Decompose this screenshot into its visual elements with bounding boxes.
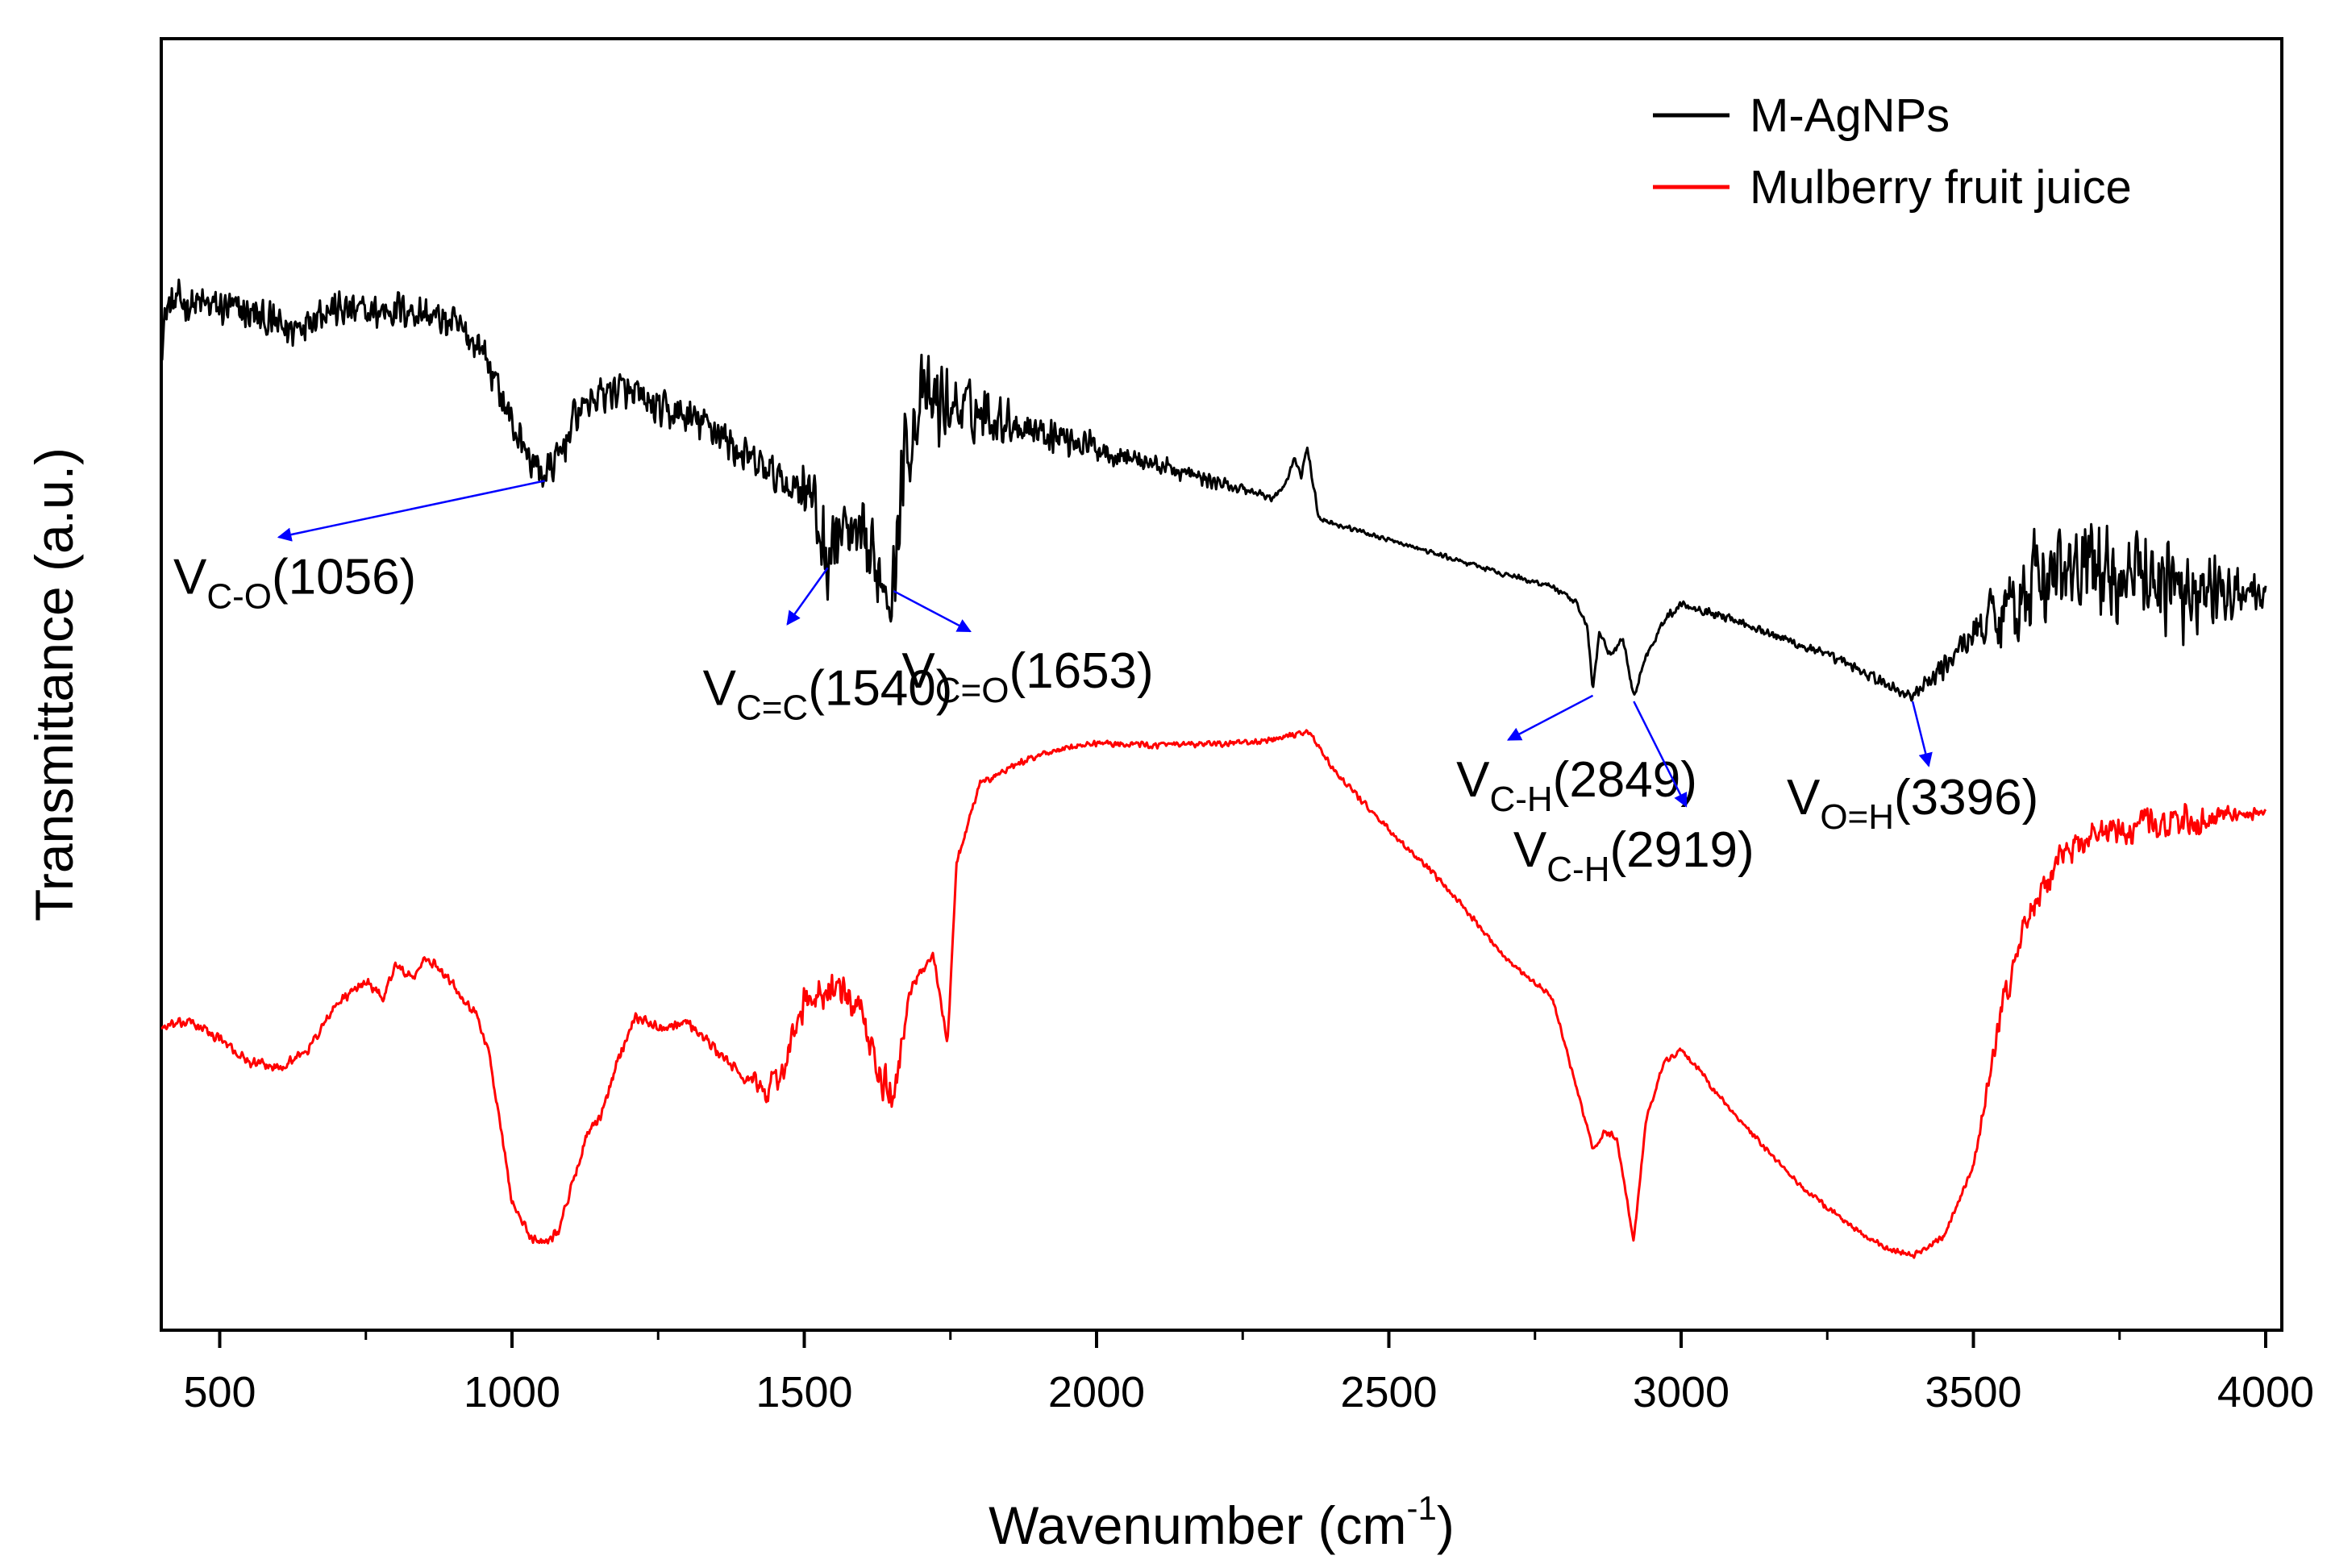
x-tick-label-1000: 1000	[464, 1368, 560, 1416]
series-line-mulberry-fruit-juice	[160, 729, 2267, 1259]
x-axis-title: Wavenumber (cm-1)	[989, 1489, 1455, 1555]
series-line-m-agnps	[160, 278, 2267, 702]
x-axis-title-main: Wavenumber (cm	[989, 1495, 1406, 1555]
x-axis-title-superscript: -1	[1407, 1489, 1437, 1527]
x-tick-label-1500: 1500	[755, 1368, 852, 1416]
annotation-label-2849: VC-H(2849)	[1456, 752, 1697, 819]
x-tick-label-4000: 4000	[2217, 1368, 2314, 1416]
y-axis-title: Transmittance (a.u.)	[24, 447, 84, 921]
series-lines	[160, 278, 2267, 1259]
legend-label-mulberry-fruit-juice: Mulberry fruit juice	[1750, 161, 2132, 214]
annotation-arrow-1653	[893, 590, 972, 633]
annotation-label-2919: VC-H(2919)	[1513, 822, 1754, 889]
x-tick-label-3000: 3000	[1633, 1368, 1730, 1416]
annotation-label-1653: VC=O(1653)	[901, 643, 1153, 710]
plot-frame	[160, 37, 2283, 1332]
annotation-label-1540: VC=C(1540)	[703, 660, 953, 727]
x-tick-label-2000: 2000	[1048, 1368, 1145, 1416]
annotation-label-1056: VC-O(1056)	[173, 549, 416, 616]
annotation-arrow-1056	[277, 480, 545, 542]
annotation-arrow-1540	[786, 567, 829, 626]
x-axis-title-close: )	[1437, 1495, 1455, 1555]
x-tick-label-3500: 3500	[1925, 1368, 2021, 1416]
annotation-arrow-2849	[1506, 694, 1594, 741]
x-tick-label-500: 500	[183, 1368, 256, 1416]
peak-annotations: VC-O(1056) VC=C(1540)VC=O(1653) VC-H(2849)…	[173, 480, 2038, 889]
legend-label-m-agnps: M-AgNPs	[1750, 89, 1950, 142]
annotation-arrow-2919	[1633, 701, 1688, 808]
legend: M-AgNPs Mulberry fruit juice	[1653, 89, 2132, 214]
annotation-label-3396: VO=H(3396)	[1787, 770, 2038, 837]
x-tick-label-2500: 2500	[1340, 1368, 1437, 1416]
x-axis-ticks	[218, 1330, 2267, 1348]
x-axis-tick-labels: 500 1000 1500 2000 2500 3000 3500 4000	[183, 1368, 2314, 1416]
annotation-arrow-3396	[1911, 701, 1933, 767]
